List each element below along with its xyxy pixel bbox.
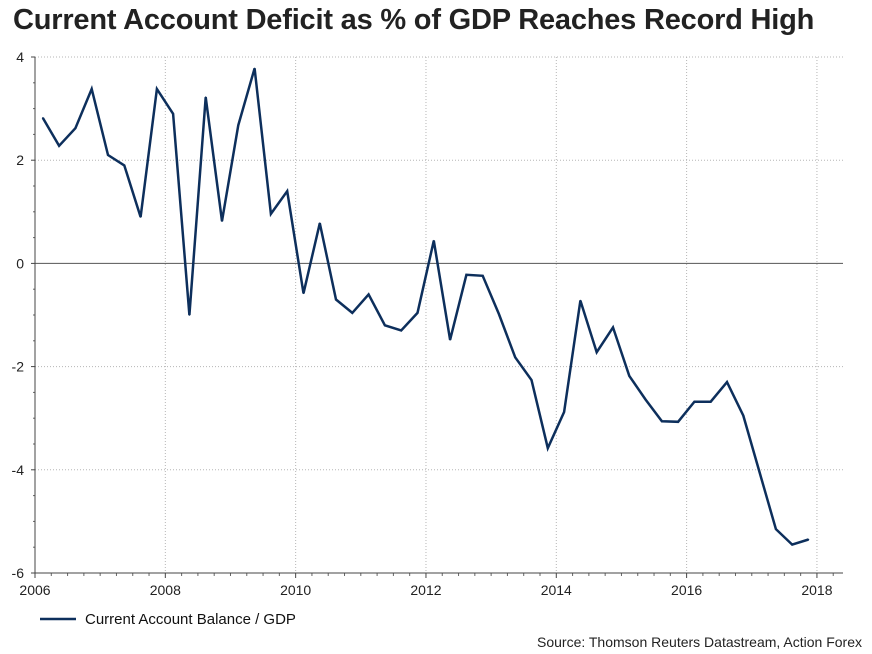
data-point bbox=[204, 96, 207, 98]
data-point bbox=[791, 543, 793, 546]
source-note: Source: Thomson Reuters Datastream, Acti… bbox=[537, 634, 862, 650]
series-line bbox=[41, 68, 809, 547]
data-point bbox=[644, 398, 647, 401]
x-tick-label: 2014 bbox=[541, 582, 572, 598]
data-point bbox=[302, 292, 305, 295]
data-point bbox=[270, 213, 272, 215]
data-point bbox=[807, 538, 810, 541]
data-point bbox=[563, 411, 565, 413]
x-tick-label: 2010 bbox=[280, 582, 311, 598]
data-point bbox=[286, 190, 289, 192]
data-point bbox=[726, 381, 728, 383]
data-point bbox=[58, 145, 60, 147]
data-point bbox=[661, 420, 663, 423]
data-point bbox=[628, 375, 631, 377]
data-point bbox=[677, 421, 679, 423]
data-point bbox=[612, 326, 614, 329]
y-tick-label: 2 bbox=[16, 152, 24, 168]
data-point bbox=[514, 356, 516, 359]
x-tick-label: 2018 bbox=[801, 582, 832, 598]
data-point bbox=[693, 400, 696, 403]
y-tick-label: -4 bbox=[12, 462, 25, 478]
data-point bbox=[156, 88, 158, 90]
data-point bbox=[416, 312, 419, 314]
data-point bbox=[775, 528, 777, 530]
y-tick-label: -6 bbox=[12, 565, 25, 581]
data-point bbox=[139, 216, 142, 218]
x-tick-label: 2012 bbox=[410, 582, 441, 598]
data-point bbox=[188, 314, 191, 316]
data-point bbox=[237, 124, 240, 126]
data-point bbox=[384, 324, 386, 327]
data-point bbox=[449, 339, 451, 341]
series-group bbox=[41, 67, 810, 547]
data-point bbox=[742, 414, 745, 417]
data-point bbox=[90, 88, 93, 90]
data-point bbox=[547, 447, 549, 449]
y-tick-label: 4 bbox=[16, 49, 24, 65]
data-point bbox=[758, 471, 761, 474]
legend: Current Account Balance / GDP bbox=[40, 611, 296, 628]
data-point bbox=[221, 220, 223, 222]
data-point bbox=[74, 127, 77, 129]
y-tick-label: 0 bbox=[16, 255, 24, 271]
legend-label: Current Account Balance / GDP bbox=[85, 611, 296, 628]
x-tick-label: 2016 bbox=[671, 582, 702, 598]
data-point bbox=[123, 164, 126, 167]
data-point bbox=[335, 298, 337, 301]
data-point bbox=[595, 351, 598, 354]
data-point bbox=[481, 275, 484, 277]
data-point bbox=[107, 154, 109, 156]
data-point bbox=[367, 293, 370, 296]
data-point bbox=[253, 67, 256, 70]
data-point bbox=[400, 329, 403, 332]
data-point bbox=[319, 222, 321, 224]
data-point bbox=[351, 312, 354, 314]
data-point bbox=[465, 274, 468, 276]
data-point bbox=[530, 379, 533, 381]
chart-title: Current Account Deficit as % of GDP Reac… bbox=[13, 4, 815, 36]
data-point bbox=[709, 400, 712, 403]
data-point bbox=[498, 313, 500, 315]
grid bbox=[35, 56, 843, 574]
data-point bbox=[172, 113, 174, 115]
x-tick-label: 2008 bbox=[150, 582, 181, 598]
data-point bbox=[433, 239, 435, 242]
x-tick-label: 2006 bbox=[19, 582, 50, 598]
y-tick-label: -2 bbox=[12, 359, 25, 375]
data-point bbox=[579, 299, 582, 302]
data-point bbox=[42, 117, 44, 119]
axes: -6 -4 -2 0 2 4 2006 2008 2010 2012 2014 2016 2018 bbox=[12, 49, 843, 598]
